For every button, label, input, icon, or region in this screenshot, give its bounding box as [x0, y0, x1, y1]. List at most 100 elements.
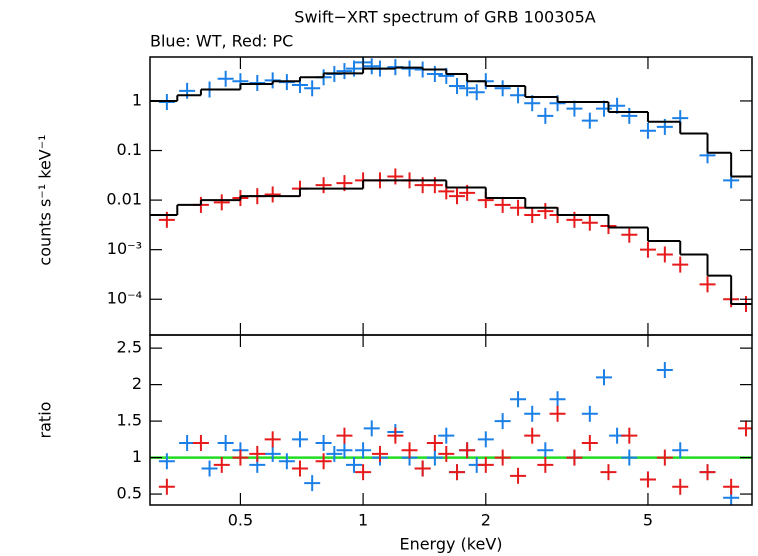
frame: [149, 334, 753, 506]
data-point: [213, 194, 230, 211]
data-point: [315, 177, 332, 194]
data-point: [723, 478, 740, 495]
data-point: [621, 427, 638, 444]
data-point: [264, 445, 281, 462]
data-point: [595, 369, 612, 386]
data-point: [336, 427, 353, 444]
y-tick-label: 10⁻³: [107, 239, 142, 258]
x-axis-label: Energy (keV): [399, 535, 502, 554]
data-point: [363, 420, 380, 437]
x-tick-label: 2: [481, 511, 491, 530]
data-point: [581, 214, 598, 231]
data-point: [459, 442, 476, 459]
data-point: [672, 256, 689, 273]
chart-subtitle: Blue: WT, Red: PC: [150, 32, 293, 51]
y-tick-label: 2.5: [117, 338, 142, 357]
data-point: [426, 65, 443, 82]
data-point: [249, 445, 266, 462]
data-point: [201, 460, 218, 477]
data-point: [426, 434, 443, 451]
data-point: [438, 427, 455, 444]
data-point: [699, 276, 716, 293]
data-point: [510, 391, 527, 408]
data-point: [699, 464, 716, 481]
data-point: [510, 199, 527, 216]
data-point: [291, 460, 308, 477]
x-tick-label: 1: [358, 511, 368, 530]
data-point: [355, 464, 372, 481]
y-tick-label: 10⁻⁴: [107, 289, 142, 308]
plot-area: [150, 57, 752, 313]
data-point: [438, 445, 455, 462]
x-tick-label: 0.5: [228, 511, 253, 530]
data-point: [672, 478, 689, 495]
data-point: [621, 107, 638, 124]
data-point: [401, 442, 418, 459]
data-point: [639, 471, 656, 488]
data-point: [566, 100, 583, 117]
data-point: [549, 391, 566, 408]
data-point: [449, 464, 466, 481]
data-point: [315, 434, 332, 451]
y-axis-label: ratio: [36, 402, 55, 439]
data-point: [524, 427, 541, 444]
data-point: [158, 478, 175, 495]
data-point: [656, 362, 673, 379]
data-point: [179, 82, 196, 99]
data-point: [537, 442, 554, 459]
data-point: [477, 431, 494, 448]
data-point: [426, 449, 443, 466]
data-point: [566, 449, 583, 466]
data-point: [217, 434, 234, 451]
data-point: [387, 168, 404, 185]
data-point: [179, 434, 196, 451]
data-point: [494, 80, 511, 97]
data-point: [387, 427, 404, 444]
data-point: [449, 78, 466, 95]
data-point: [355, 442, 372, 459]
data-point: [264, 186, 281, 203]
data-point: [510, 87, 527, 104]
y-tick-label: 1.5: [117, 411, 142, 430]
data-point: [621, 449, 638, 466]
data-point: [537, 107, 554, 124]
chart-title: Swift−XRT spectrum of GRB 100305A: [294, 8, 595, 27]
data-point: [549, 405, 566, 422]
data-point: [336, 63, 353, 80]
data-point: [346, 456, 363, 473]
data-point: [524, 207, 541, 224]
data-point: [581, 405, 598, 422]
x-tick-label: 5: [643, 511, 653, 530]
data-point: [192, 434, 209, 451]
y-axis-label: counts s⁻¹ keV⁻¹: [36, 134, 55, 265]
data-point: [537, 456, 554, 473]
data-point: [621, 226, 638, 243]
data-point: [459, 80, 476, 97]
data-point: [336, 442, 353, 459]
data-point: [600, 464, 617, 481]
data-point: [326, 445, 343, 462]
data-point: [524, 405, 541, 422]
data-point: [213, 456, 230, 473]
plot-area: [150, 362, 752, 505]
data-point: [494, 449, 511, 466]
data-point: [371, 445, 388, 462]
data-point: [304, 80, 321, 97]
data-point: [278, 453, 295, 470]
data-point: [477, 456, 494, 473]
data-point: [315, 453, 332, 470]
data-point: [510, 467, 527, 484]
data-point: [449, 188, 466, 205]
data-point: [217, 70, 234, 87]
data-point: [537, 203, 554, 220]
data-point: [304, 475, 321, 492]
y-tick-label: 1: [132, 90, 142, 109]
y-tick-label: 0.5: [117, 484, 142, 503]
data-point: [581, 112, 598, 129]
data-point: [656, 246, 673, 263]
data-point: [291, 431, 308, 448]
y-tick-label: 2: [132, 374, 142, 393]
y-tick-label: 1: [132, 447, 142, 466]
data-point: [264, 431, 281, 448]
